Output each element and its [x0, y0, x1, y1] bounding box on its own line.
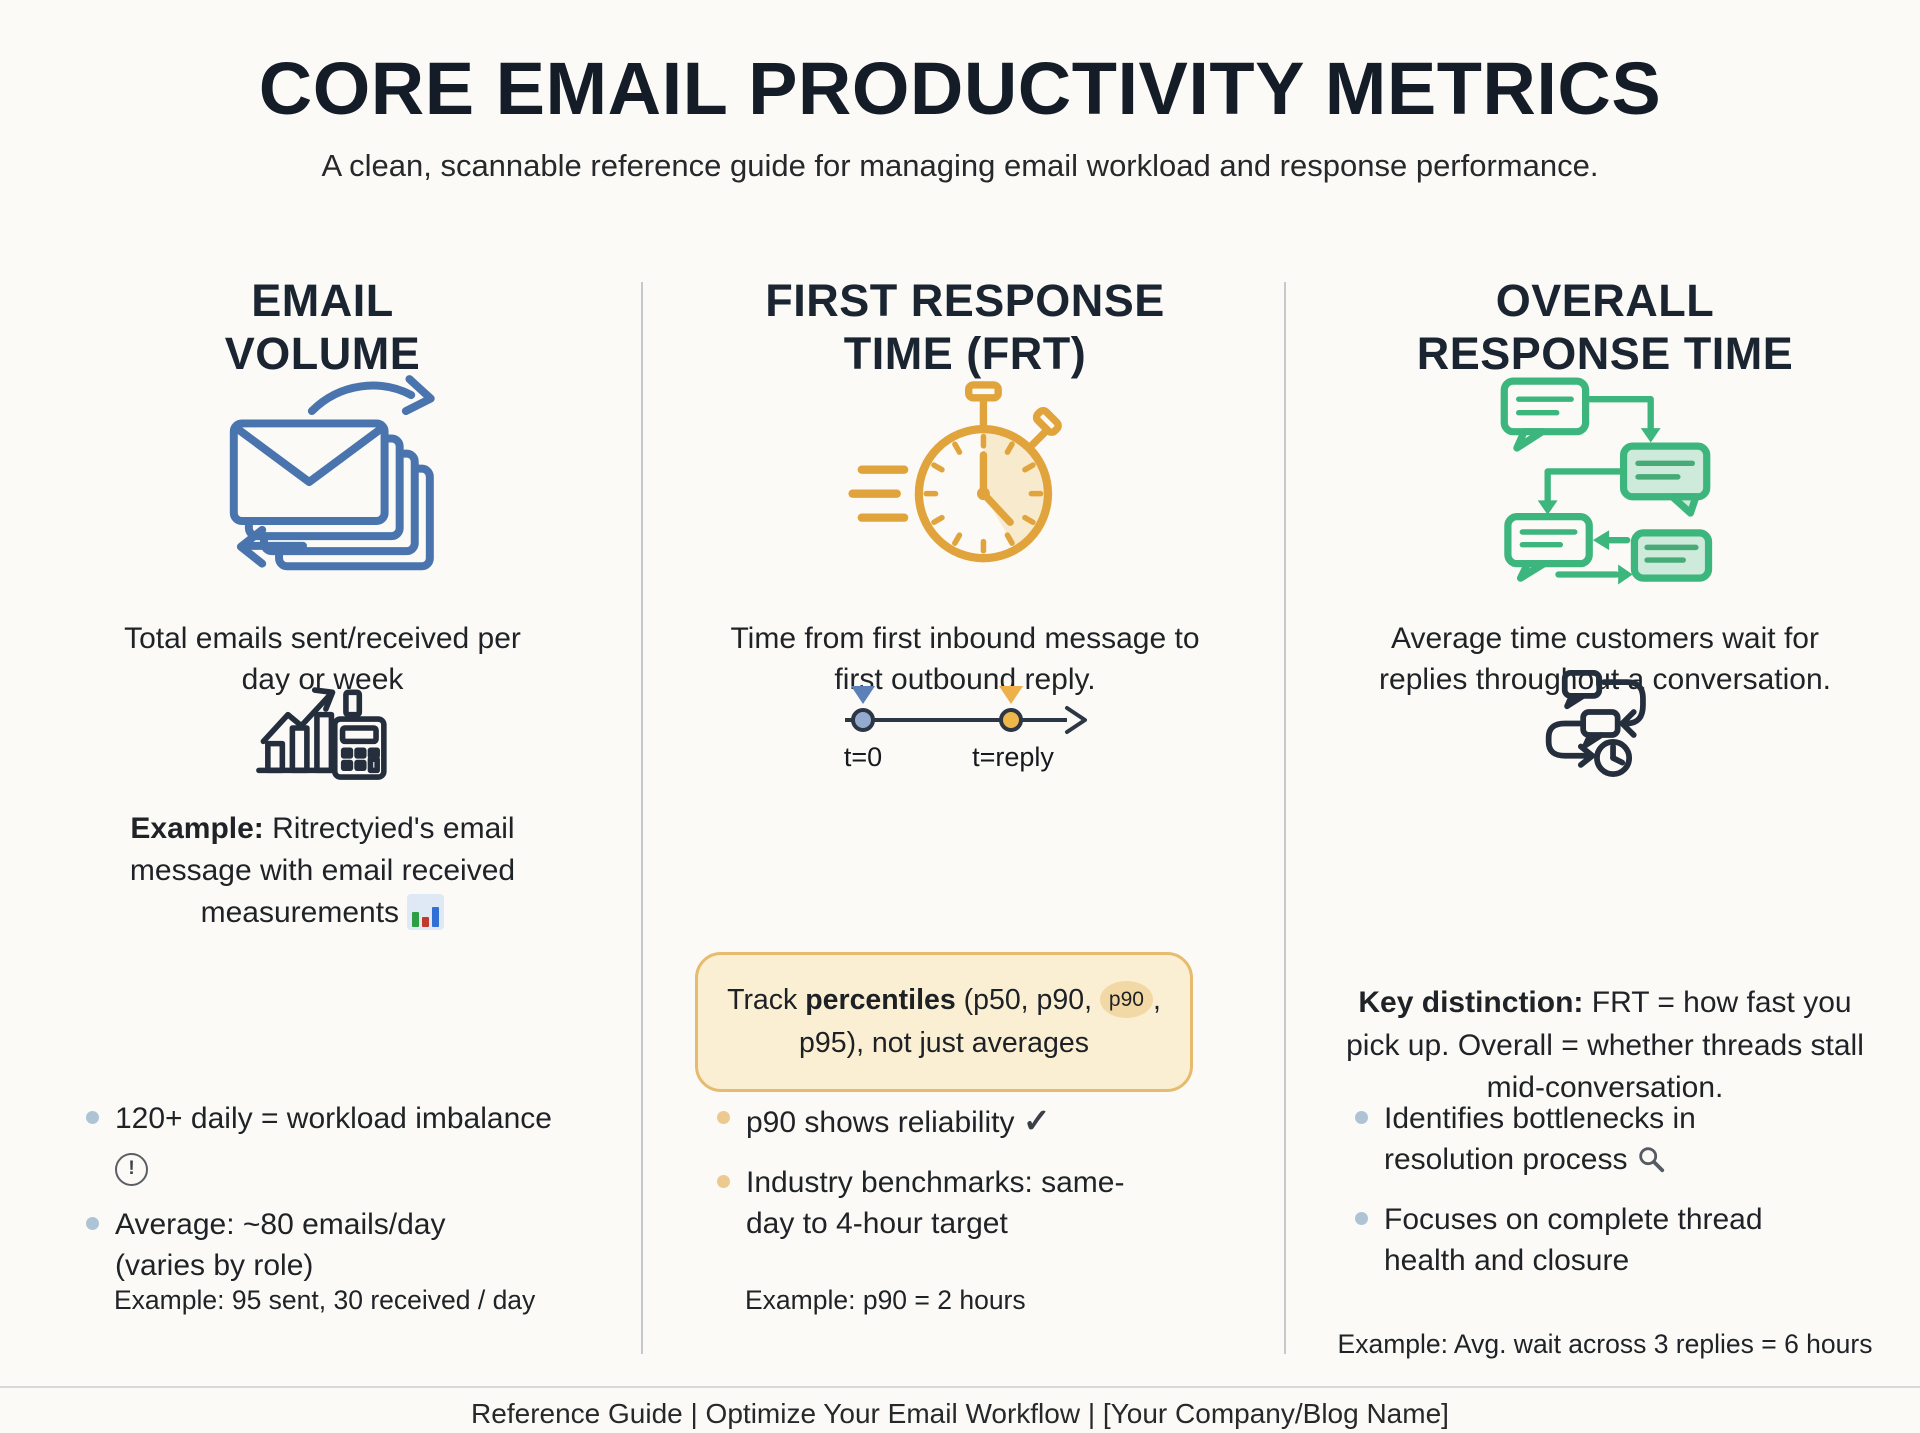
list-item: Identifies bottlenecks in resolution pro… — [1355, 1098, 1885, 1181]
chat-flow-icon — [1325, 372, 1885, 589]
stopwatch-icon — [695, 372, 1235, 584]
column-description: Average time customers wait for replies … — [1379, 622, 1831, 697]
bar-chart-calculator-icon — [60, 672, 585, 784]
bullet-dot — [717, 1174, 730, 1188]
bullet-dot — [86, 1111, 99, 1124]
title-line: VOLUME — [224, 327, 421, 379]
footer-text: Reference Guide | Optimize Your Email Wo… — [471, 1398, 1449, 1429]
bullet-text: p90 shows reliability ✓ — [746, 1102, 1051, 1139]
bullet-text: Average: ~80 emails/day (varies by role) — [115, 1208, 446, 1283]
percentiles-highlight-box: Track percentiles (p50, p90, p90, p95), … — [695, 952, 1193, 1092]
bullet-text: Industry benchmarks: same-day to 4-hour … — [746, 1165, 1125, 1240]
bullet-text: Focuses on complete thread health and cl… — [1384, 1202, 1763, 1278]
page-title: CORE EMAIL PRODUCTIVITY METRICS — [258, 47, 1662, 130]
key-distinction-text: FRT = how fast you pick up. Overall = wh… — [1346, 986, 1864, 1105]
bullet-text: Identifies bottlenecks in resolution pro… — [1384, 1102, 1696, 1177]
title-line: TIME (FRT) — [843, 327, 1087, 379]
magnifier-icon — [1639, 1147, 1664, 1173]
example-text: Ritrectyied's email message with email r… — [129, 812, 516, 929]
list-item: Industry benchmarks: same-day to 4-hour … — [717, 1162, 1235, 1245]
p90-badge: p90 — [1099, 981, 1153, 1018]
list-item: 120+ daily = workload imbalance ! — [86, 1098, 585, 1186]
column-title: FIRST RESPONSE TIME (FRT) — [695, 275, 1235, 379]
column-first-response-time: FIRST RESPONSE TIME (FRT) — [695, 0, 1235, 1433]
highlight-line: Track percentiles (p50, p90, p90, — [724, 979, 1164, 1022]
column-divider — [641, 282, 643, 1354]
bar-chart-emoji-icon — [407, 894, 445, 930]
list-item: Focuses on complete thread health and cl… — [1355, 1199, 1885, 1282]
list-item: Average: ~80 emails/day (varies by role) — [86, 1204, 585, 1287]
column-title: OVERALL RESPONSE TIME — [1325, 275, 1885, 379]
column-description: Time from first inbound message to first… — [730, 622, 1200, 697]
list-item: p90 shows reliability ✓ — [717, 1098, 1235, 1144]
bullet-text: 120+ daily = workload imbalance ! — [115, 1098, 585, 1186]
chat-clock-icon — [1325, 666, 1885, 781]
column-overall-response-time: OVERALL RESPONSE TIME — [1325, 0, 1885, 1433]
bullet-dot — [717, 1111, 730, 1124]
bullet-dot — [1355, 1111, 1368, 1124]
page-subtitle: A clean, scannable reference guide for m… — [321, 148, 1599, 183]
key-distinction-paragraph: Key distinction: FRT = how fast you pick… — [1333, 982, 1878, 1110]
column-footnote: Example: p90 = 2 hours — [745, 1284, 1026, 1315]
key-distinction-label: Key distinction: — [1358, 986, 1584, 1019]
bullet-list: p90 shows reliability ✓ Industry benchma… — [695, 1098, 1235, 1244]
reply-marker — [999, 686, 1023, 704]
column-footnote: Example: Avg. wait across 3 replies = 6 … — [1337, 1328, 1873, 1359]
inbound-marker — [851, 686, 875, 704]
title-line: RESPONSE TIME — [1416, 327, 1794, 379]
bullet-dot — [86, 1217, 99, 1230]
bullet-list: Identifies bottlenecks in resolution pro… — [1325, 1098, 1885, 1282]
example-paragraph: Example: Ritrectyied's email message wit… — [92, 808, 554, 934]
bullet-dot — [1355, 1211, 1368, 1225]
column-title: EMAIL VOLUME — [60, 275, 585, 379]
highlight-line: p95), not just averages — [799, 1026, 1089, 1059]
warning-icon: ! — [115, 1153, 148, 1186]
title-line: FIRST RESPONSE — [765, 275, 1165, 327]
footer-divider — [0, 1386, 1920, 1388]
check-icon: ✓ — [1022, 1102, 1051, 1139]
column-divider — [1284, 282, 1286, 1354]
column-email-volume: EMAIL VOLUME Total emails sent/received … — [60, 0, 585, 1433]
example-label: Example: — [130, 812, 264, 845]
stacked-envelopes-icon — [60, 372, 585, 576]
bullet-list: 120+ daily = workload imbalance ! Averag… — [60, 1098, 585, 1287]
timeline-end-label: t=reply — [972, 742, 1054, 772]
title-line: OVERALL — [1495, 275, 1715, 327]
title-line: EMAIL — [251, 275, 394, 327]
timeline-start-label: t=0 — [843, 742, 883, 772]
column-footnote: Example: 95 sent, 30 received / day — [114, 1284, 536, 1315]
frt-timeline-diagram: t=0 t=reply — [815, 678, 1115, 784]
